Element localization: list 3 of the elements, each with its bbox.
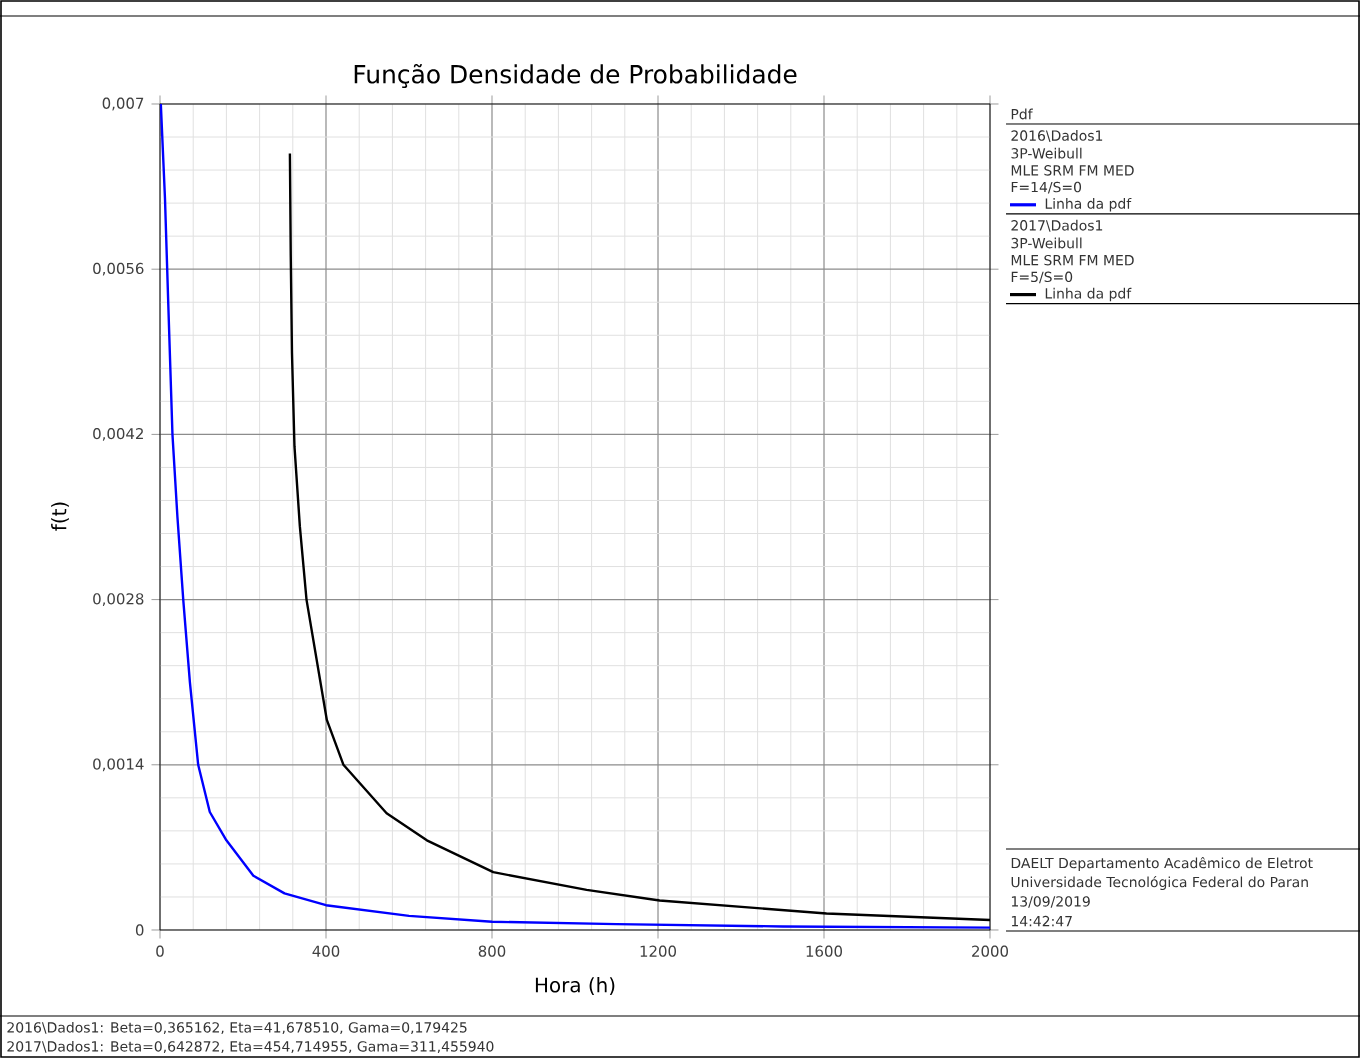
x-axis-title: Hora (h) (535, 977, 615, 995)
chart-title: Função Densidade de Probabilidade (354, 63, 797, 89)
y-axis-title: f(t) (51, 502, 69, 531)
